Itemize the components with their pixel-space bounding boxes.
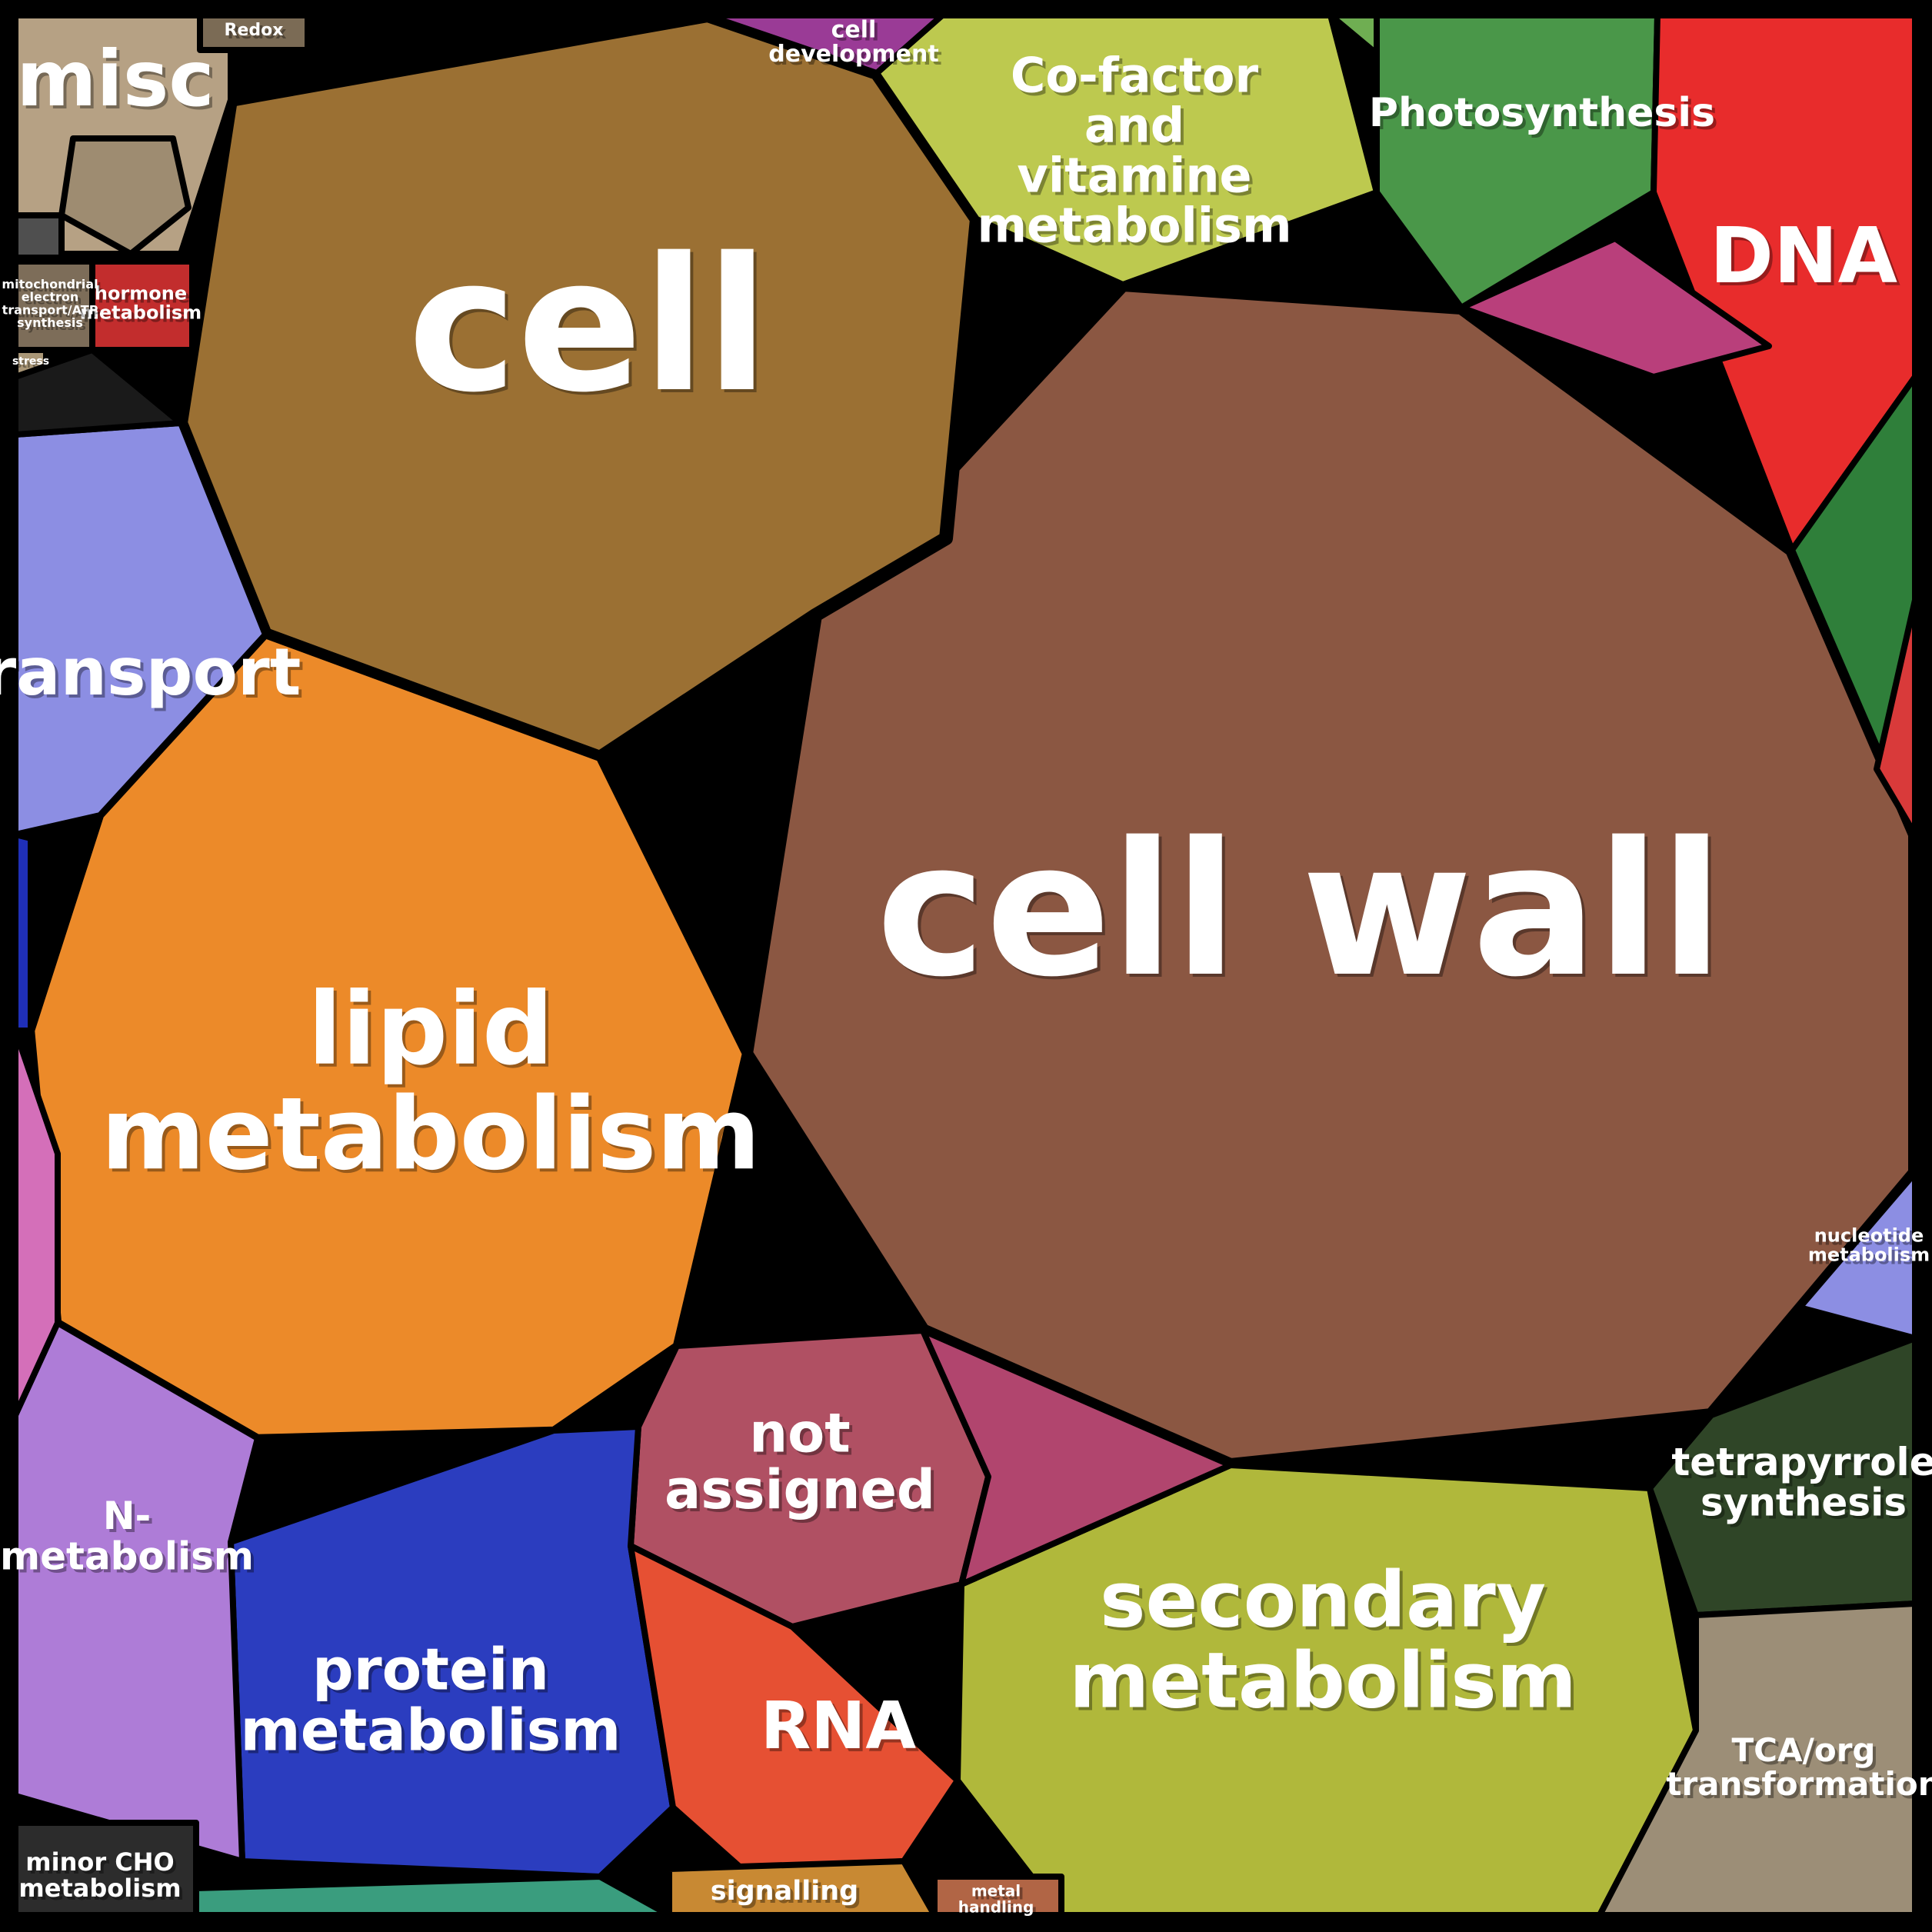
label-stress: stress: [12, 355, 49, 368]
label-dna: DNA: [1710, 211, 1897, 301]
label-co-factor: Co-factorandvitaminemetabolism: [977, 47, 1291, 253]
label-minor-cho: minor CHOmetabolism: [18, 1847, 181, 1903]
voronoi-treemap: cell wallcell wallcellcelllipidmetabolis…: [0, 0, 1932, 1932]
label-secondary-metabolism: secondarymetabolism: [1069, 1555, 1577, 1726]
label-signalling: signalling: [711, 1876, 858, 1907]
label-misc: misc: [16, 34, 214, 124]
label-cell: cell: [408, 218, 769, 433]
label-photosynthesis: Photosynthesis: [1369, 90, 1715, 136]
cell-sub-misc-b: [15, 215, 62, 258]
label-tetrapyrrole: tetrapyrrolesynthesis: [1671, 1439, 1932, 1524]
label-cell-wall: cell wall: [876, 802, 1723, 1018]
label-redox: Redox: [225, 21, 284, 40]
label-transport: transport: [0, 635, 301, 711]
label-nucleotide-metabolism: nucleotidemetabolism: [1808, 1224, 1930, 1265]
cell-filler-left-blue: [15, 834, 31, 1031]
label-rna: RNA: [761, 1688, 917, 1764]
